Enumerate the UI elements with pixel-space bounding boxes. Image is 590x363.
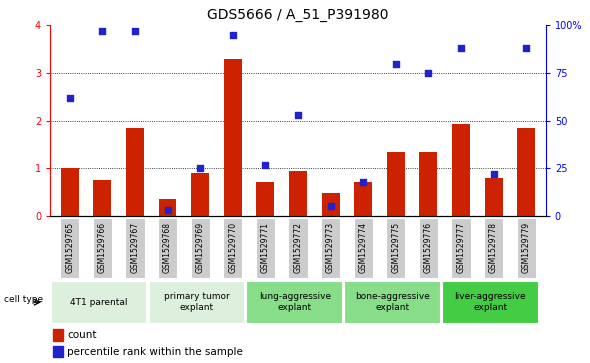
Point [522,45,531,51]
Point [391,61,401,66]
Bar [191,218,210,278]
Bar [158,218,177,278]
Text: bone-aggressive
explant: bone-aggressive explant [355,293,430,312]
Text: primary tumor
explant: primary tumor explant [164,293,230,312]
Bar [451,218,471,278]
Text: GSM1529768: GSM1529768 [163,222,172,273]
Bar [61,168,78,216]
Text: GSM1529767: GSM1529767 [130,222,139,273]
Bar [419,152,437,216]
Text: GSM1529774: GSM1529774 [359,222,368,273]
Bar [191,173,209,216]
Point [195,166,205,171]
Bar [386,218,405,278]
Bar [289,171,307,216]
Text: cell type: cell type [4,295,43,305]
Bar [484,218,503,278]
Point [326,204,335,209]
Bar [224,59,242,216]
Bar [126,128,144,216]
Bar [257,182,274,216]
Point [130,28,140,34]
Text: GSM1529773: GSM1529773 [326,222,335,273]
Point [424,70,433,76]
Point [97,28,107,34]
Point [65,95,74,101]
Bar [442,281,539,323]
Bar [93,180,112,216]
Bar [353,218,373,278]
Point [228,32,237,38]
Bar [247,281,343,323]
Bar [93,218,112,278]
Bar [484,178,503,216]
Bar [387,152,405,216]
Text: GSM1529777: GSM1529777 [457,222,466,273]
Point [489,171,499,177]
Bar [289,218,307,278]
Bar [149,281,245,323]
Title: GDS5666 / A_51_P391980: GDS5666 / A_51_P391980 [207,8,389,22]
Text: GSM1529770: GSM1529770 [228,222,237,273]
Text: GSM1529778: GSM1529778 [489,222,498,273]
Point [163,207,172,213]
Bar [223,218,242,278]
Text: GSM1529766: GSM1529766 [98,222,107,273]
Bar [344,281,441,323]
Text: GSM1529771: GSM1529771 [261,222,270,273]
Text: liver-aggressive
explant: liver-aggressive explant [454,293,526,312]
Bar [255,218,275,278]
Text: GSM1529776: GSM1529776 [424,222,433,273]
Point [456,45,466,51]
Text: percentile rank within the sample: percentile rank within the sample [67,347,243,356]
Bar [125,218,145,278]
Bar [60,218,79,278]
Bar [53,329,63,341]
Bar [452,124,470,216]
Text: GSM1529765: GSM1529765 [65,222,74,273]
Text: GSM1529775: GSM1529775 [391,222,400,273]
Bar [159,199,176,216]
Bar [321,218,340,278]
Bar [517,218,536,278]
Point [293,112,303,118]
Text: GSM1529769: GSM1529769 [196,222,205,273]
Text: lung-aggressive
explant: lung-aggressive explant [258,293,331,312]
Text: count: count [67,330,97,340]
Bar [51,281,148,323]
Text: GSM1529772: GSM1529772 [293,222,303,273]
Text: GSM1529779: GSM1529779 [522,222,530,273]
Bar [354,182,372,216]
Bar [322,193,339,216]
Bar [53,346,63,358]
Text: 4T1 parental: 4T1 parental [70,298,128,307]
Bar [419,218,438,278]
Point [261,162,270,167]
Point [359,179,368,184]
Bar [517,128,535,216]
